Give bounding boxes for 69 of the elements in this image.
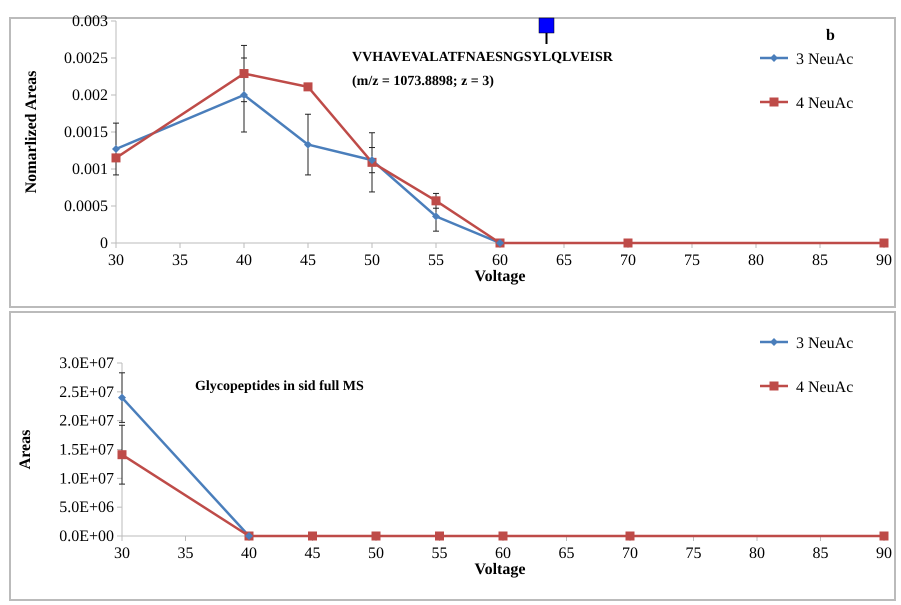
y-tick-label: 1.5E+07 [59, 442, 114, 458]
x-tick-label: 40 [236, 252, 252, 269]
point [308, 532, 317, 540]
point [624, 238, 632, 248]
y-tick-label: 0 [100, 235, 108, 252]
legend-label: 4 NeuAc [796, 379, 854, 396]
x-tick-label: 90 [876, 252, 892, 269]
point [240, 91, 248, 99]
point [112, 153, 120, 162]
point [435, 532, 444, 540]
x-tick-label: 50 [368, 545, 384, 562]
y-axis-title: Nomarlized Areas [23, 70, 40, 194]
x-tick-label: 90 [876, 545, 892, 562]
y-tick-label: 0.001 [72, 161, 108, 178]
point [498, 532, 508, 540]
point [432, 196, 440, 206]
legend-label: 4 NeuAc [796, 95, 854, 112]
y-tick-label: 0.003 [72, 13, 108, 30]
x-tick-label: 65 [556, 252, 572, 269]
y-tick-label: 5.0E+06 [59, 499, 114, 516]
x-tick-label: 35 [172, 252, 188, 269]
x-tick-label: 30 [114, 545, 130, 562]
y-axis-title: Areas [17, 430, 34, 470]
point [112, 145, 120, 154]
x-tick-label: 65 [558, 545, 574, 562]
y-tick-label: 0.0005 [64, 198, 108, 215]
point [304, 82, 312, 92]
point [118, 394, 126, 402]
x-tick-label: 75 [684, 252, 700, 269]
x-tick-label: 85 [812, 252, 828, 269]
y-tick-label: 0.002 [72, 87, 108, 104]
x-tick-label: 80 [748, 252, 764, 269]
legend-label: 3 NeuAc [796, 51, 854, 68]
y-tick-label: 0.0025 [64, 50, 108, 67]
point [432, 212, 440, 220]
point [626, 532, 634, 540]
x-tick-label: 55 [428, 252, 444, 269]
x-axis-title: Voltage [474, 561, 526, 578]
point [118, 450, 126, 460]
point [372, 532, 380, 540]
y-tick-label: 2.0E+07 [59, 412, 114, 430]
annotation: VVHAVEVALATFNAESNGSYLQLVEISR [352, 50, 614, 65]
x-tick-label: 30 [108, 252, 124, 269]
annotation: b [826, 27, 835, 44]
y-tick-label: 3.0E+07 [59, 355, 114, 372]
x-tick-label: 75 [686, 545, 702, 562]
y-tick-label: 2.5E+07 [59, 384, 114, 401]
x-axis-title: Voltage [474, 268, 526, 285]
x-tick-label: 35 [178, 545, 194, 562]
x-tick-label: 50 [364, 252, 380, 269]
x-tick-label: 45 [304, 545, 320, 562]
y-tick-label: 0.0015 [64, 124, 108, 141]
legend-label: 3 NeuAc [796, 335, 854, 352]
annotation: Glycopeptides in sid full MS [195, 379, 364, 394]
x-tick-label: 40 [241, 545, 257, 562]
point [240, 69, 248, 78]
x-tick-label: 60 [492, 252, 508, 269]
y-tick-label: 0.0E+00 [59, 528, 114, 545]
y-tick-label: 1.0E+07 [59, 470, 114, 488]
annotation: (m/z = 1073.8898; z = 3) [352, 74, 494, 89]
x-tick-label: 80 [749, 545, 765, 562]
point [368, 156, 376, 164]
x-tick-label: 70 [620, 252, 636, 269]
x-tick-label: 85 [812, 545, 828, 562]
x-tick-label: 55 [432, 545, 448, 562]
x-tick-label: 60 [495, 545, 511, 562]
x-tick-label: 45 [300, 252, 316, 269]
point [304, 140, 312, 149]
x-tick-label: 70 [622, 545, 638, 562]
